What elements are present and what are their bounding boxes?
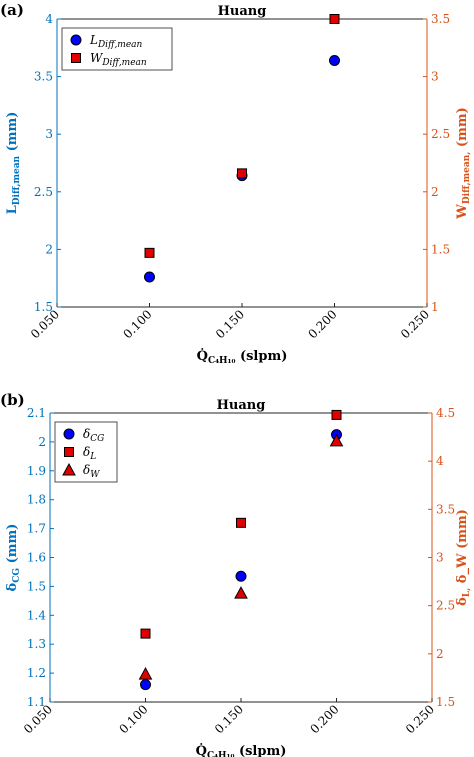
legend-box: [61, 27, 173, 71]
legend-marker-square: [71, 53, 81, 63]
x-axis-label: Q̇C₄H₁₀ (slpm): [196, 743, 287, 757]
y-right-tick-label: 3: [431, 70, 439, 84]
y-left-tick-label: 4: [45, 12, 53, 26]
y-left-tick-label: 1.5: [27, 579, 46, 593]
chart-title: Huang: [217, 398, 266, 413]
x-tick-label: 0.250: [398, 307, 432, 341]
y-right-tick-label: 2: [436, 647, 444, 661]
y-left-axis-label: LDiff,mean (mm): [5, 112, 22, 215]
legend-marker-square: [64, 447, 74, 457]
data-point-square: [237, 168, 247, 179]
y-right-tick-label: 1.5: [436, 695, 455, 709]
data-point-square: [329, 14, 340, 24]
y-left-tick-label: 1.7: [27, 522, 46, 536]
data-point-triangle: [329, 433, 344, 447]
data-point-circle: [144, 271, 155, 283]
y-left-tick-label: 1.9: [27, 464, 46, 478]
panel-label: (a): [0, 1, 24, 19]
legend-entry-label: WDiff,mean: [90, 51, 147, 68]
data-point-triangle: [234, 586, 248, 599]
y-right-tick-label: 1.5: [431, 242, 450, 256]
y-right-tick-label: 2.5: [436, 599, 455, 613]
data-point-square: [144, 247, 155, 258]
data-point-circle: [140, 679, 151, 691]
x-tick-label: 0.200: [305, 307, 339, 341]
x-tick-label: 0.100: [116, 702, 150, 736]
x-tick-label: 0.150: [213, 307, 247, 341]
data-point-triangle: [138, 667, 153, 680]
x-tick-label: 0.100: [120, 307, 154, 341]
y-left-tick-label: 1.3: [27, 637, 46, 651]
data-point-circle: [235, 570, 247, 582]
x-tick-label: 0.150: [212, 702, 246, 736]
y-left-tick-label: 2: [38, 435, 46, 449]
data-point-circle: [329, 54, 340, 66]
y-left-tick-label: 1.1: [27, 695, 46, 709]
y-left-tick-label: 1.6: [27, 551, 46, 565]
y-right-axis-label: WDiff,mean, (mm): [455, 107, 472, 219]
legend-entry-label: δL: [83, 445, 96, 462]
legend-marker-circle: [63, 428, 75, 440]
legend-marker-circle: [70, 34, 82, 46]
y-right-tick-label: 4: [436, 454, 444, 468]
y-left-tick-label: 1.2: [27, 666, 46, 680]
legend-entry-label: δCG: [83, 427, 104, 444]
y-left-tick-label: 1.8: [27, 493, 46, 507]
y-right-axis-label: δL, δ_W (mm): [455, 509, 472, 606]
data-point-square: [331, 409, 342, 420]
y-right-tick-label: 2.5: [431, 127, 450, 141]
legend-entry-label: LDiff,mean: [89, 33, 143, 50]
y-left-tick-label: 3: [45, 127, 53, 141]
chart-title: Huang: [218, 4, 267, 19]
legend-entry-label: δW: [83, 463, 100, 480]
y-left-tick-label: 1.5: [34, 300, 53, 314]
y-left-axis-label: δCG (mm): [5, 524, 22, 592]
y-right-tick-label: 4.5: [436, 406, 455, 420]
x-tick-label: 0.200: [307, 702, 341, 736]
y-left-tick-label: 3.5: [34, 70, 53, 84]
y-left-tick-label: 2.1: [27, 406, 46, 420]
y-left-tick-label: 1.4: [27, 608, 46, 622]
y-left-tick-label: 2: [45, 242, 53, 256]
y-right-tick-label: 1: [431, 300, 439, 314]
data-point-square: [140, 628, 151, 639]
y-right-tick-label: 3.5: [436, 502, 455, 516]
y-right-tick-label: 2: [431, 185, 439, 199]
panel-label: (b): [0, 391, 25, 409]
x-axis-label: Q̇C₄H₁₀ (slpm): [197, 348, 288, 366]
x-tick-label: 0.250: [403, 702, 437, 736]
legend-marker-triangle: [62, 462, 76, 476]
y-right-tick-label: 3: [436, 551, 444, 565]
y-right-tick-label: 3.5: [431, 12, 450, 26]
y-left-tick-label: 2.5: [34, 185, 53, 199]
data-point-square: [236, 517, 246, 528]
